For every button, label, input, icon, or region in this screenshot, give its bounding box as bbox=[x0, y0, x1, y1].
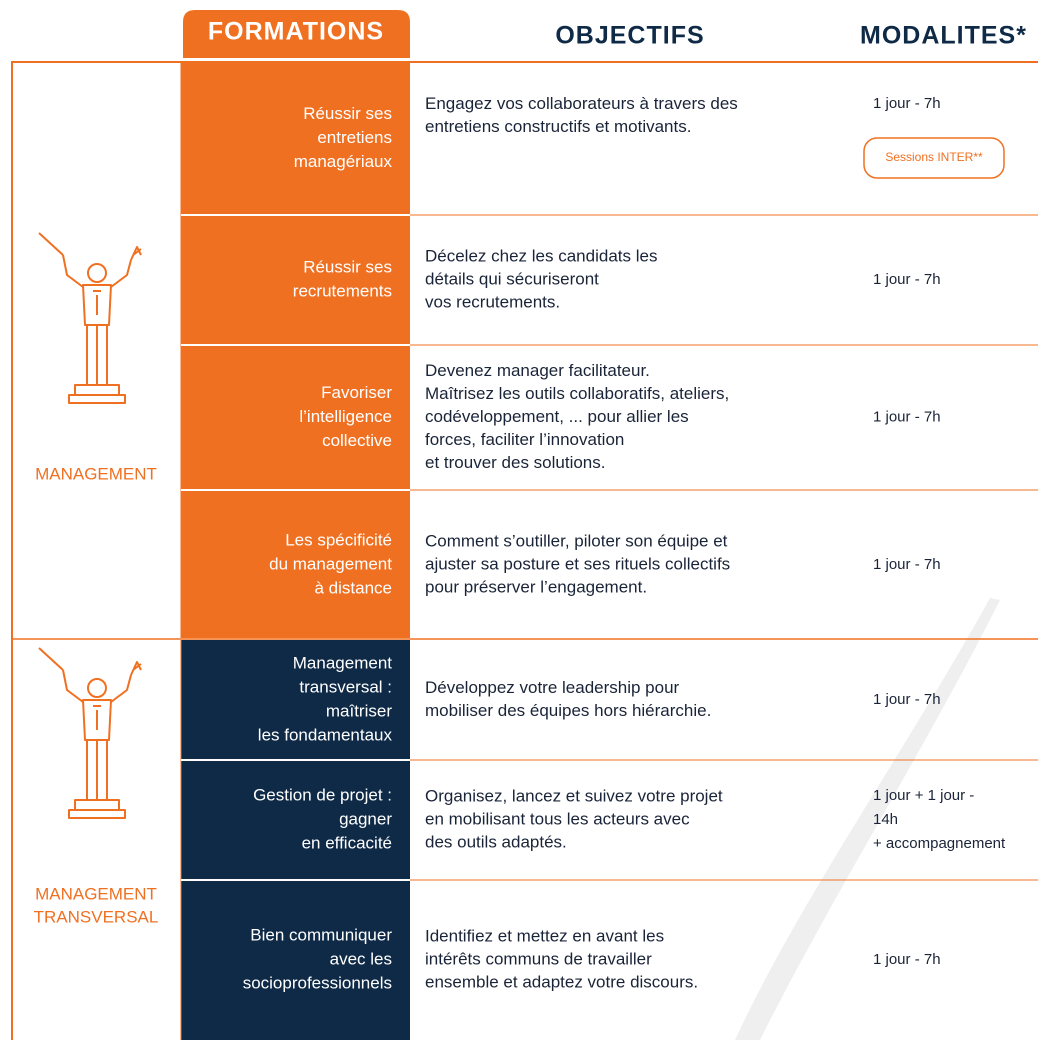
objective-text: vos recrutements. bbox=[425, 292, 560, 311]
sessions-badge[interactable] bbox=[863, 137, 1005, 179]
formation-column bbox=[181, 62, 410, 638]
objective-text: codéveloppement, ... pour allier les bbox=[425, 407, 689, 426]
formation-title: Favoriser bbox=[321, 383, 392, 402]
objective-text: Décelez chez les candidats les bbox=[425, 246, 657, 265]
header-modalites: MODALITES* bbox=[860, 22, 1027, 50]
formation-title: collective bbox=[322, 431, 392, 450]
objective-text: Maîtrisez les outils collaboratifs, atel… bbox=[425, 384, 729, 403]
formation-title: l’intelligence bbox=[299, 407, 392, 426]
formation-title: en efficacité bbox=[302, 833, 392, 852]
objective-text: Comment s’outiller, piloter son équipe e… bbox=[425, 531, 728, 550]
formation-title: Les spécificité bbox=[285, 530, 392, 549]
modality-text: + accompagnement bbox=[873, 835, 1006, 852]
formation-title: du management bbox=[269, 554, 392, 573]
modality-text: 1 jour - 7h bbox=[873, 691, 941, 708]
formation-title: entretiens bbox=[317, 128, 392, 147]
modality-text: 14h bbox=[873, 811, 898, 828]
objective-text: ensemble et adaptez votre discours. bbox=[425, 972, 698, 991]
objective-text: détails qui sécuriseront bbox=[425, 269, 599, 288]
formation-title: Bien communiquer bbox=[250, 925, 392, 944]
formation-title: avec les bbox=[330, 949, 392, 968]
modality-text: 1 jour - 7h bbox=[873, 408, 941, 425]
formation-title: recrutements bbox=[293, 281, 392, 300]
formation-title: Gestion de projet : bbox=[253, 785, 392, 804]
objective-text: Devenez manager facilitateur. bbox=[425, 361, 650, 380]
formation-title: les fondamentaux bbox=[258, 725, 393, 744]
conductor-icon bbox=[38, 232, 142, 404]
formation-title: à distance bbox=[315, 578, 393, 597]
objective-text: Engagez vos collaborateurs à travers des bbox=[425, 94, 738, 113]
objective-text: entretiens constructifs et motivants. bbox=[425, 117, 691, 136]
objective-text: et trouver des solutions. bbox=[425, 453, 605, 472]
objective-text: forces, faciliter l’innovation bbox=[425, 430, 624, 449]
conductor-icon bbox=[38, 647, 142, 819]
header-objectifs: OBJECTIFS bbox=[555, 22, 704, 50]
objective-text: des outils adaptés. bbox=[425, 832, 567, 851]
modality-text: 1 jour - 7h bbox=[873, 951, 941, 968]
objective-text: Organisez, lancez et suivez votre projet bbox=[425, 786, 723, 805]
objective-text: pour préserver l’engagement. bbox=[425, 577, 647, 596]
modality-text: 1 jour + 1 jour - bbox=[873, 787, 974, 804]
formation-title: Réussir ses bbox=[303, 104, 392, 123]
formation-title: transversal : bbox=[299, 677, 392, 696]
formation-title: gagner bbox=[339, 809, 392, 828]
objective-text: en mobilisant tous les acteurs avec bbox=[425, 809, 690, 828]
formation-title: Management bbox=[293, 653, 393, 672]
objective-text: intérêts communs de travailler bbox=[425, 949, 652, 968]
sessions-badge-text: Sessions INTER** bbox=[885, 150, 983, 164]
objective-text: ajuster sa posture et ses rituels collec… bbox=[425, 554, 730, 573]
objective-text: Identifiez et mettez en avant les bbox=[425, 926, 664, 945]
group-label: MANAGEMENT bbox=[35, 884, 157, 903]
formation-title: maîtriser bbox=[326, 701, 392, 720]
formation-title: Réussir ses bbox=[303, 257, 392, 276]
formation-title: managériaux bbox=[294, 152, 393, 171]
formation-title: socioprofessionnels bbox=[243, 973, 392, 992]
frame bbox=[11, 61, 1038, 1040]
group-label: MANAGEMENT bbox=[35, 464, 157, 483]
header-formations: FORMATIONS bbox=[208, 18, 384, 46]
background-swoosh bbox=[735, 598, 1000, 1040]
modality-text: 1 jour - 7h bbox=[873, 556, 941, 573]
formations-tab bbox=[183, 10, 410, 58]
formation-column bbox=[181, 640, 410, 1040]
modality-text: 1 jour - 7h bbox=[873, 271, 941, 288]
objective-text: mobiliser des équipes hors hiérarchie. bbox=[425, 701, 711, 720]
group-label: TRANSVERSAL bbox=[34, 907, 159, 926]
modality-text: 1 jour - 7h bbox=[873, 95, 941, 112]
objective-text: Développez votre leadership pour bbox=[425, 678, 680, 697]
